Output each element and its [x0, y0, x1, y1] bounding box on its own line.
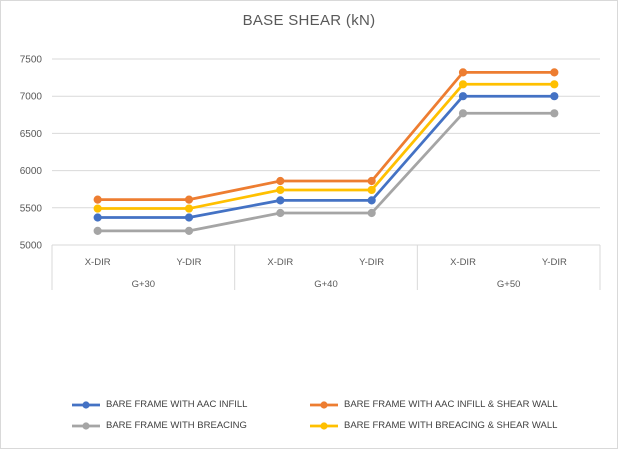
legend: BARE FRAME WITH AAC INFILL BARE FRAME WIT… — [70, 399, 590, 431]
x-group-label: G+30 — [132, 279, 156, 290]
series-line — [97, 71, 555, 201]
data-point — [550, 68, 559, 77]
data-point — [93, 213, 102, 222]
legend-marker — [82, 400, 90, 409]
legend-label: BARE FRAME WITH BREACING — [106, 420, 247, 431]
legend-swatch — [310, 400, 338, 409]
data-point — [184, 204, 194, 213]
data-point — [367, 196, 376, 205]
x-group-label: G+50 — [497, 279, 521, 290]
data-point — [550, 80, 559, 89]
series-line — [97, 111, 555, 233]
data-point — [276, 176, 285, 186]
legend-label: BARE FRAME WITH AAC INFILL & SHEAR WALL — [344, 399, 558, 410]
legend-swatch — [310, 421, 338, 430]
legend-label: BARE FRAME WITH AAC INFILL — [106, 399, 248, 410]
data-point — [458, 92, 468, 101]
data-point — [184, 195, 194, 204]
y-tick-label: 5500 — [20, 203, 43, 214]
x-tick-label: Y-DIR — [542, 257, 567, 268]
data-point — [458, 68, 468, 77]
legend-label: BARE FRAME WITH BREACING & SHEAR WALL — [344, 420, 558, 431]
y-tick-label: 6500 — [20, 129, 43, 140]
legend-item: BARE FRAME WITH AAC INFILL — [70, 399, 308, 410]
series-line — [97, 94, 555, 219]
data-point — [93, 195, 102, 204]
data-point — [93, 204, 102, 213]
x-group-label: G+40 — [314, 279, 338, 290]
data-point — [367, 176, 376, 186]
legend-swatch — [72, 421, 100, 430]
data-point — [276, 185, 285, 195]
legend-item: BARE FRAME WITH AAC INFILL & SHEAR WALL — [308, 399, 578, 410]
x-tick-label: X-DIR — [450, 257, 476, 268]
data-point — [458, 80, 468, 89]
data-point — [367, 185, 376, 195]
x-tick-label: Y-DIR — [359, 257, 384, 268]
data-point — [367, 208, 376, 218]
data-point — [550, 92, 559, 101]
data-point — [93, 226, 102, 235]
chart-title: BASE SHEAR (kN) — [242, 12, 376, 29]
data-point — [276, 196, 285, 205]
legend-marker — [82, 421, 90, 430]
data-point — [276, 208, 285, 218]
x-tick-label: X-DIR — [85, 257, 111, 268]
legend-marker — [320, 400, 328, 409]
legend-marker — [320, 421, 328, 430]
legend-swatch — [72, 400, 100, 409]
legend-item: BARE FRAME WITH BREACING — [70, 420, 308, 431]
data-point — [550, 109, 559, 118]
series-line — [97, 82, 555, 210]
data-point — [458, 109, 468, 118]
y-tick-label: 6000 — [20, 166, 43, 177]
y-tick-label: 7500 — [20, 55, 43, 66]
data-point — [184, 213, 194, 222]
y-tick-label: 5000 — [20, 241, 43, 252]
y-tick-label: 7000 — [20, 92, 43, 103]
legend-item: BARE FRAME WITH BREACING & SHEAR WALL — [308, 420, 578, 431]
x-tick-label: Y-DIR — [177, 257, 202, 268]
x-tick-label: X-DIR — [267, 257, 293, 268]
data-point — [184, 226, 194, 235]
